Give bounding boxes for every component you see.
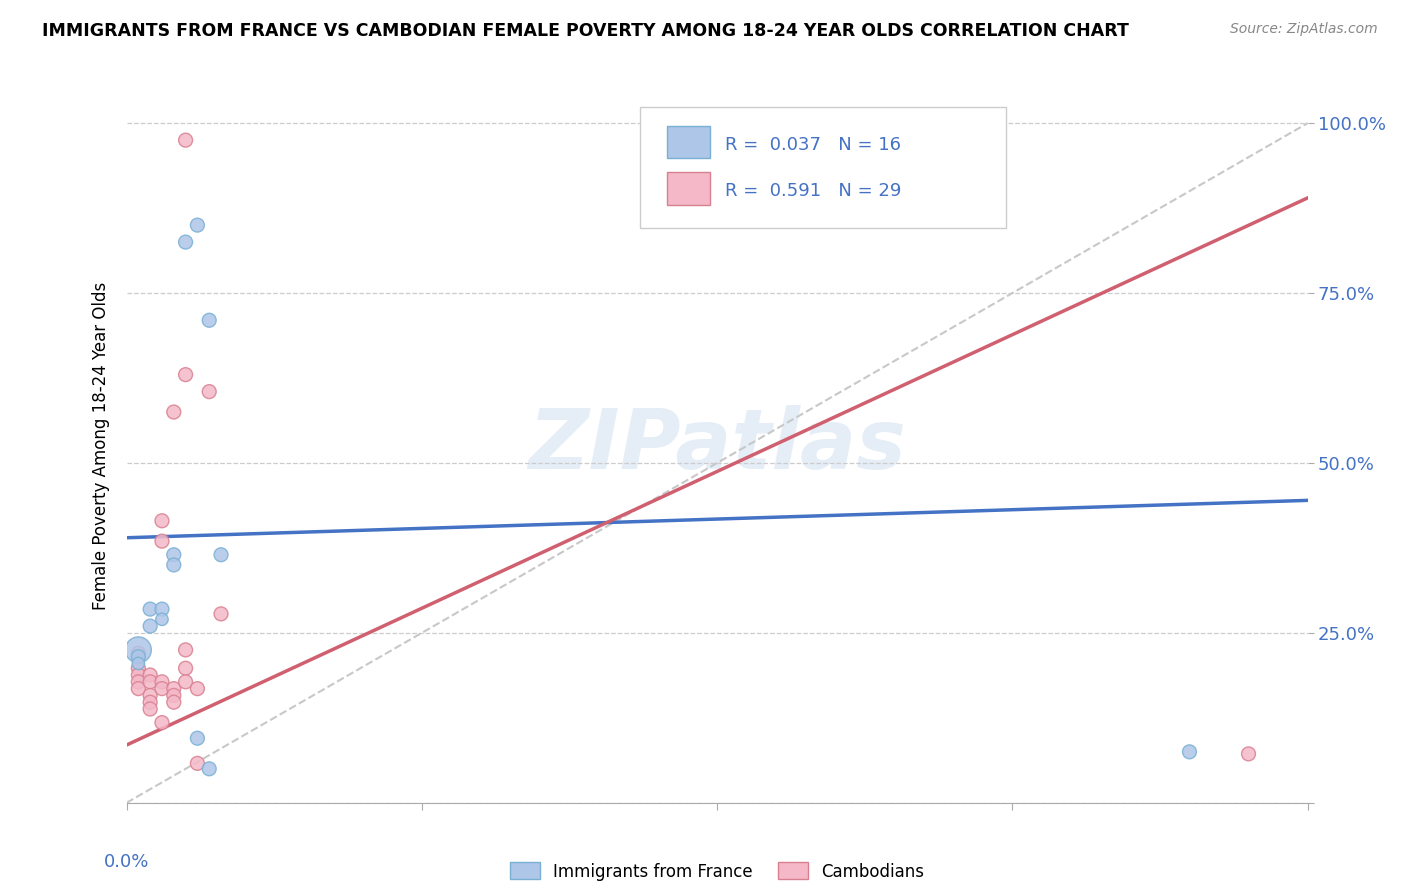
Point — [174, 368, 197, 382]
Point — [127, 646, 149, 660]
Point — [150, 602, 173, 616]
FancyBboxPatch shape — [640, 107, 1007, 228]
Point — [139, 689, 162, 703]
Point — [209, 548, 232, 562]
Point — [163, 558, 186, 572]
Point — [174, 661, 197, 675]
Point — [163, 548, 186, 562]
Point — [186, 681, 208, 696]
Point — [174, 133, 197, 147]
Point — [150, 681, 173, 696]
Point — [139, 674, 162, 689]
FancyBboxPatch shape — [668, 172, 710, 205]
Point — [163, 695, 186, 709]
Point — [127, 674, 149, 689]
Point — [1237, 747, 1260, 761]
Point — [198, 313, 221, 327]
Point — [150, 534, 173, 549]
Point — [139, 702, 162, 716]
Point — [209, 607, 232, 621]
Point — [186, 218, 208, 232]
Text: R =  0.591   N = 29: R = 0.591 N = 29 — [725, 182, 901, 200]
Point — [198, 762, 221, 776]
Point — [127, 657, 149, 671]
Point — [198, 384, 221, 399]
Point — [139, 602, 162, 616]
Point — [186, 756, 208, 771]
Point — [150, 612, 173, 626]
Point — [127, 643, 149, 657]
Point — [127, 681, 149, 696]
Point — [127, 661, 149, 675]
Text: Source: ZipAtlas.com: Source: ZipAtlas.com — [1230, 22, 1378, 37]
Point — [186, 731, 208, 746]
Point — [163, 681, 186, 696]
Point — [150, 674, 173, 689]
Point — [163, 405, 186, 419]
Legend: Immigrants from France, Cambodians: Immigrants from France, Cambodians — [503, 855, 931, 888]
Text: 0.0%: 0.0% — [104, 853, 149, 871]
Point — [174, 235, 197, 249]
Point — [139, 668, 162, 682]
Point — [163, 689, 186, 703]
Point — [150, 514, 173, 528]
Point — [139, 695, 162, 709]
Text: ZIPatlas: ZIPatlas — [529, 406, 905, 486]
Text: IMMIGRANTS FROM FRANCE VS CAMBODIAN FEMALE POVERTY AMONG 18-24 YEAR OLDS CORRELA: IMMIGRANTS FROM FRANCE VS CAMBODIAN FEMA… — [42, 22, 1129, 40]
Point — [174, 674, 197, 689]
Point — [127, 649, 149, 664]
Point — [1178, 745, 1201, 759]
FancyBboxPatch shape — [668, 126, 710, 159]
Y-axis label: Female Poverty Among 18-24 Year Olds: Female Poverty Among 18-24 Year Olds — [91, 282, 110, 610]
Text: R =  0.037   N = 16: R = 0.037 N = 16 — [725, 136, 901, 153]
Point — [174, 643, 197, 657]
Point — [127, 668, 149, 682]
Point — [150, 715, 173, 730]
Point — [139, 619, 162, 633]
